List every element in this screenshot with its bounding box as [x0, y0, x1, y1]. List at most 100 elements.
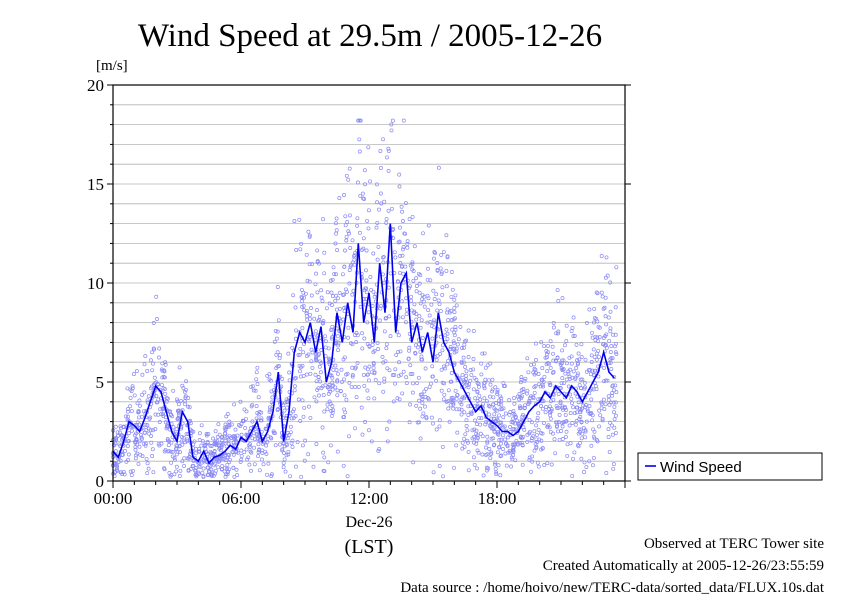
legend-entry-wind-speed: Wind Speed [660, 459, 742, 476]
raw-sample-point [143, 354, 148, 359]
raw-sample-point [488, 382, 493, 387]
raw-sample-point [614, 265, 619, 270]
raw-sample-point [434, 378, 439, 383]
raw-sample-point [163, 391, 168, 396]
raw-sample-point [325, 407, 330, 412]
raw-sample-point [432, 318, 437, 323]
raw-sample-point [367, 428, 371, 433]
raw-sample-point [558, 399, 563, 404]
raw-sample-point [359, 405, 364, 410]
raw-sample-point [294, 248, 299, 252]
raw-sample-point [234, 467, 239, 472]
raw-sample-point [323, 334, 328, 339]
raw-sample-point [488, 361, 493, 366]
raw-sample-point [219, 440, 224, 445]
raw-sample-point [511, 416, 516, 421]
raw-sample-point [570, 474, 575, 479]
raw-sample-point [426, 308, 431, 313]
raw-sample-point [381, 260, 386, 265]
raw-sample-point [544, 352, 549, 357]
raw-sample-point [165, 396, 170, 401]
raw-sample-point [560, 348, 565, 353]
raw-sample-point [120, 452, 125, 457]
raw-sample-point [160, 406, 165, 411]
raw-sample-point [310, 262, 314, 267]
raw-sample-point [501, 415, 506, 420]
raw-sample-point [486, 466, 491, 471]
y-tick-label: 0 [96, 472, 105, 491]
raw-sample-point [475, 399, 480, 403]
raw-sample-point [571, 369, 576, 374]
raw-sample-point [423, 366, 428, 371]
raw-sample-point [300, 299, 304, 304]
raw-sample-point [267, 405, 272, 410]
raw-sample-point [345, 289, 349, 294]
raw-sample-point [442, 381, 447, 386]
raw-sample-point [318, 379, 323, 384]
raw-sample-point [569, 361, 574, 366]
raw-sample-point [142, 390, 147, 395]
raw-sample-point [256, 395, 261, 400]
raw-sample-point [287, 378, 292, 383]
raw-sample-point [604, 471, 609, 475]
raw-sample-point [558, 362, 563, 367]
raw-sample-point [307, 279, 312, 284]
raw-sample-point [508, 450, 513, 455]
raw-sample-point [268, 378, 273, 383]
raw-sample-point [304, 252, 309, 257]
raw-sample-point [579, 456, 584, 461]
raw-sample-point [174, 427, 179, 432]
raw-sample-point [338, 389, 343, 394]
raw-sample-point [354, 340, 359, 345]
raw-sample-point [416, 375, 421, 380]
raw-sample-point [396, 349, 401, 354]
raw-sample-point [250, 384, 255, 389]
raw-sample-point [417, 290, 422, 295]
raw-sample-point [314, 357, 319, 362]
raw-sample-point [293, 464, 298, 469]
raw-sample-point [140, 372, 145, 377]
raw-sample-point [599, 290, 604, 295]
raw-sample-point [545, 461, 550, 466]
raw-sample-point [148, 428, 153, 433]
raw-sample-point [256, 442, 261, 447]
raw-sample-point [569, 354, 574, 359]
raw-sample-point [446, 388, 451, 393]
raw-sample-point [554, 420, 558, 425]
raw-sample-point [349, 384, 354, 389]
raw-sample-point [535, 460, 540, 465]
raw-sample-point [613, 341, 618, 346]
raw-sample-point [595, 335, 600, 340]
raw-sample-point [235, 473, 240, 478]
raw-sample-point [281, 465, 286, 470]
raw-sample-point [587, 404, 592, 409]
raw-sample-point [404, 312, 409, 317]
raw-sample-point [333, 241, 338, 246]
raw-sample-point [392, 250, 397, 255]
raw-sample-point [426, 397, 431, 402]
raw-sample-point [227, 419, 232, 424]
raw-sample-point [346, 229, 351, 234]
raw-sample-point [151, 428, 155, 433]
raw-sample-point [430, 374, 435, 379]
raw-sample-point [181, 435, 186, 440]
raw-sample-point [549, 462, 554, 467]
raw-sample-point [439, 271, 444, 276]
raw-sample-point [246, 455, 251, 460]
raw-sample-point [420, 397, 425, 402]
raw-sample-point [130, 468, 135, 473]
raw-sample-point [601, 306, 606, 311]
raw-sample-point [474, 422, 479, 427]
raw-sample-point [285, 436, 290, 441]
raw-sample-point [551, 321, 556, 325]
raw-sample-point [255, 411, 260, 416]
raw-sample-point [428, 278, 433, 283]
raw-sample-point [401, 271, 406, 276]
raw-sample-point [158, 407, 163, 412]
raw-sample-point [440, 292, 445, 297]
raw-sample-point [197, 431, 202, 436]
raw-sample-point [579, 342, 584, 347]
raw-sample-point [493, 460, 498, 465]
raw-sample-point [503, 411, 508, 416]
raw-sample-point [540, 366, 545, 371]
